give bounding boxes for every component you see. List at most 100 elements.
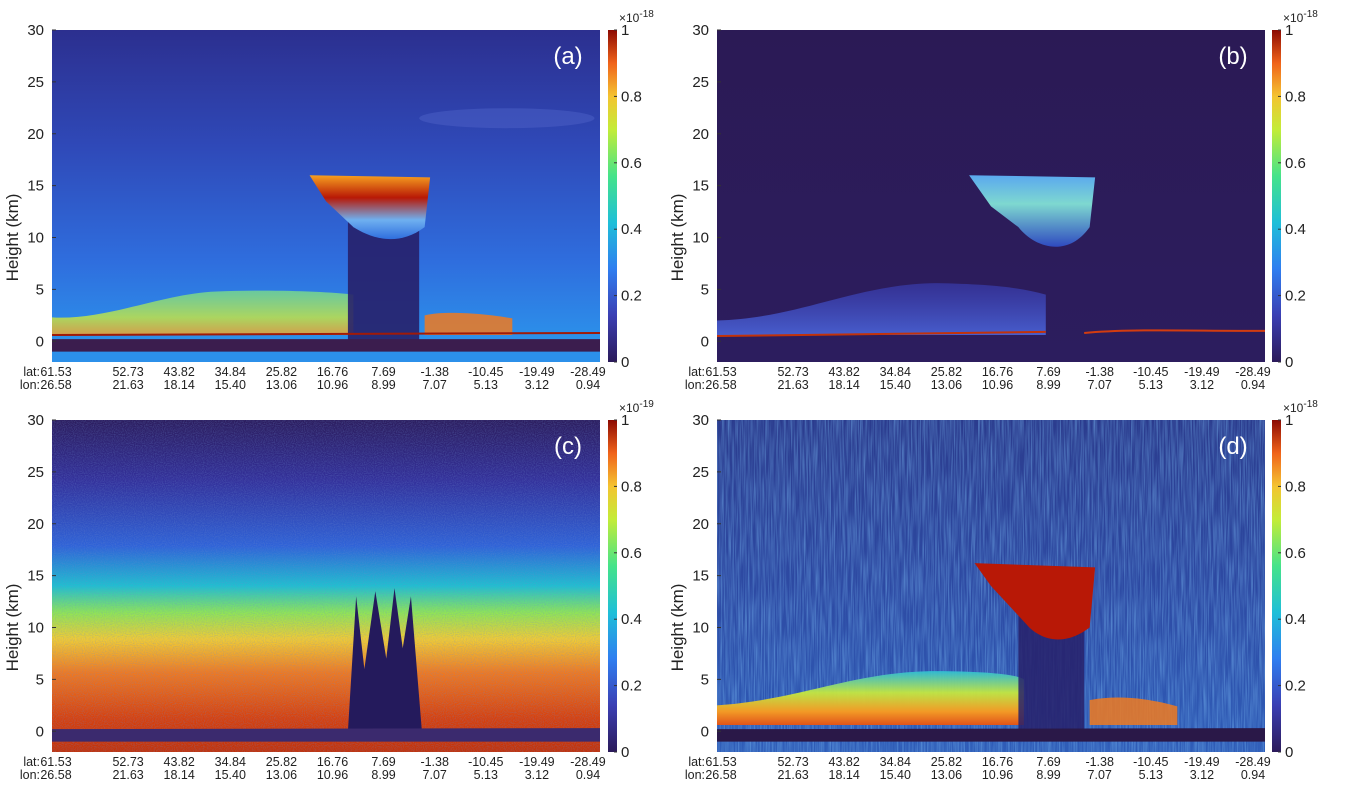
lat-tick-label: 7.69 (371, 755, 395, 769)
colorbar-tick-label: 0.4 (621, 611, 642, 628)
y-tick-label: 30 (692, 22, 709, 39)
y-tick-label: 20 (27, 126, 44, 143)
lat-tick-label: 25.82 (931, 365, 962, 379)
y-tick-label: 0 (701, 723, 709, 740)
colorbar-exponent: ×10-19 (619, 399, 654, 415)
lon-tick-label: 5.13 (1139, 768, 1163, 782)
lat-tick-label: -19.49 (519, 755, 554, 769)
y-tick-label: 0 (36, 723, 44, 740)
lon-tick-label: 5.13 (474, 768, 498, 782)
aerosol-layer (717, 283, 1046, 336)
y-tick-label: 20 (27, 516, 44, 533)
y-tick-label: 15 (692, 178, 709, 195)
colorbar-tick-label: 1 (1285, 412, 1293, 429)
colorbar-tick-label: 0.4 (1285, 611, 1306, 628)
colorbar (608, 420, 617, 752)
lat-tick-label: 61.53 (40, 365, 71, 379)
lat-tick-label: 34.84 (880, 755, 911, 769)
lat-tick-label: 16.76 (982, 365, 1013, 379)
signal-noise (52, 420, 600, 752)
lon-tick-label: 26.58 (40, 378, 71, 392)
y-tick-label: 10 (27, 620, 44, 637)
colorbar (1272, 30, 1281, 362)
lon-tick-label: 0.94 (1241, 768, 1265, 782)
lon-tick-label: 5.13 (1139, 378, 1163, 392)
colorbar-tick-label: 0.6 (621, 155, 642, 172)
lon-tick-label: 8.99 (371, 768, 395, 782)
lon-prefix: lon: (685, 768, 705, 782)
colorbar-tick-label: 0.2 (621, 288, 642, 305)
lat-tick-label: 7.69 (1036, 755, 1060, 769)
low-cloud-layer-south (424, 312, 513, 336)
colorbar-tick-label: 0.4 (621, 221, 642, 238)
attenuated-column (347, 588, 422, 732)
colorbar-tick-label: 1 (621, 412, 629, 429)
lat-tick-label: -10.45 (1133, 365, 1168, 379)
y-tick-label: 25 (692, 74, 709, 91)
lon-tick-label: 0.94 (576, 768, 600, 782)
lon-tick-label: 13.06 (931, 768, 962, 782)
colorbar-exponent: ×10-18 (619, 9, 654, 25)
lon-tick-label: 15.40 (215, 768, 246, 782)
lon-tick-label: 8.99 (1036, 768, 1060, 782)
lat-tick-label: -28.49 (570, 755, 605, 769)
lon-prefix: lon: (685, 378, 705, 392)
colorbar-tick-label: 1 (1285, 22, 1293, 39)
panel-label: (a) (553, 43, 582, 70)
lat-tick-label: -28.49 (570, 365, 605, 379)
lon-tick-label: 5.13 (474, 378, 498, 392)
colorbar-tick-label: 0.6 (1285, 545, 1306, 562)
lat-tick-label: 52.73 (112, 365, 143, 379)
lon-tick-label: 13.06 (931, 378, 962, 392)
lat-tick-label: -1.38 (1085, 365, 1114, 379)
lat-tick-label: -1.38 (420, 365, 449, 379)
y-tick-label: 25 (27, 74, 44, 91)
y-tick-label: 30 (27, 412, 44, 429)
y-axis-label: Height (km) (3, 194, 22, 282)
colorbar-tick-label: 0 (1285, 354, 1293, 371)
low-cloud-layer-south (1089, 697, 1178, 726)
lat-tick-label: 34.84 (215, 755, 246, 769)
lon-tick-label: 18.14 (164, 768, 195, 782)
lat-tick-label: 43.82 (164, 755, 195, 769)
colorbar-tick-label: 0.6 (1285, 155, 1306, 172)
y-axis-label: Height (km) (668, 194, 687, 282)
lon-tick-label: 3.12 (1190, 378, 1214, 392)
colorbar-tick-label: 0 (1285, 744, 1293, 761)
plot-area (52, 30, 600, 362)
low-cloud-layer (52, 290, 354, 336)
lon-tick-label: 0.94 (576, 378, 600, 392)
lon-tick-label: 21.63 (112, 378, 143, 392)
lat-tick-label: 43.82 (164, 365, 195, 379)
y-tick-label: 5 (701, 281, 709, 298)
y-tick-label: 30 (692, 412, 709, 429)
lat-tick-label: 61.53 (705, 365, 736, 379)
lon-tick-label: 7.07 (423, 378, 447, 392)
lon-tick-label: 15.40 (880, 378, 911, 392)
lon-tick-label: 26.58 (40, 768, 71, 782)
y-tick-label: 25 (692, 464, 709, 481)
lon-tick-label: 3.12 (525, 378, 549, 392)
colorbar-exponent: ×10-18 (1283, 9, 1318, 25)
lat-tick-label: 16.76 (317, 755, 348, 769)
colorbar-tick-label: 0.8 (621, 88, 642, 105)
y-tick-label: 0 (701, 333, 709, 350)
anvil-cloud (309, 175, 431, 240)
y-tick-label: 5 (36, 281, 44, 298)
lat-tick-label: 43.82 (829, 755, 860, 769)
lon-tick-label: 18.14 (164, 378, 195, 392)
lat-tick-label: -10.45 (1133, 755, 1168, 769)
y-tick-label: 20 (692, 516, 709, 533)
y-tick-label: 15 (692, 568, 709, 585)
lon-tick-label: 10.96 (317, 768, 348, 782)
y-tick-label: 15 (27, 178, 44, 195)
lat-tick-label: 34.84 (215, 365, 246, 379)
low-cloud-top (1084, 329, 1265, 334)
lon-tick-label: 7.07 (1088, 768, 1112, 782)
y-tick-label: 25 (27, 464, 44, 481)
lat-tick-label: -10.45 (468, 365, 503, 379)
lon-tick-label: 3.12 (525, 768, 549, 782)
lon-tick-label: 10.96 (982, 768, 1013, 782)
